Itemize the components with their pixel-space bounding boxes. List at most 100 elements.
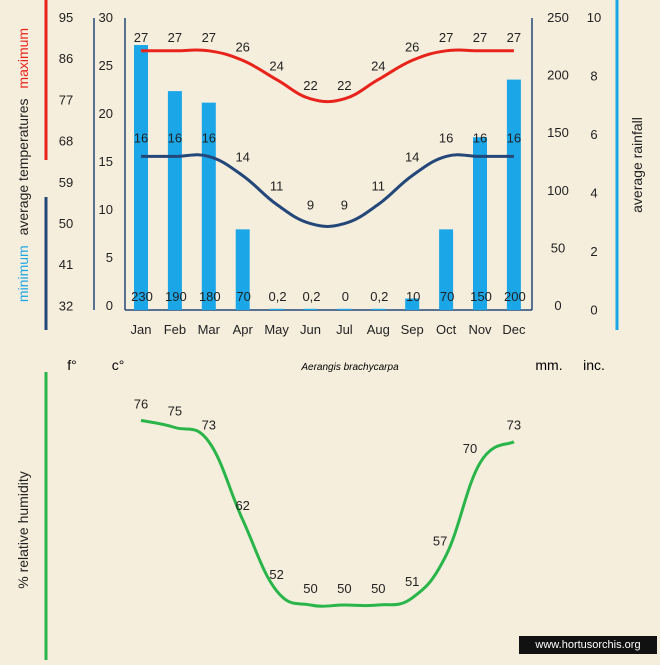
maximum-data-label: 27 (202, 30, 216, 45)
svg-text:minimum average tempe: minimum average temperatures maximum (15, 28, 31, 302)
minimum-data-label: 14 (405, 150, 419, 165)
inches-unit: inc. (583, 357, 605, 373)
minimum-data-label: 9 (307, 198, 314, 213)
rainfall-bar (167, 91, 182, 311)
month-tick-label: Dec (502, 322, 526, 337)
fahrenheit-tick-label: 68 (59, 134, 73, 149)
rainfall-bar (269, 308, 284, 310)
rainfall-axis-title: average rainfall (629, 117, 645, 213)
average-temperatures-label: average temperatures (15, 98, 31, 235)
mm-tick-label: 150 (547, 125, 569, 140)
maximum-data-label: 22 (337, 78, 351, 93)
humidity-data-label: 70 (463, 441, 477, 456)
minimum-data-label: 11 (270, 178, 284, 193)
rainfall-bar (337, 308, 352, 310)
maximum-data-label: 27 (439, 30, 453, 45)
minimum-line (141, 153, 514, 228)
minimum-data-label: 16 (439, 130, 453, 145)
rainfall-bar (506, 79, 521, 310)
month-tick-label: May (264, 322, 289, 337)
rainfall-data-label: 0 (342, 289, 349, 304)
rainfall-bar (405, 298, 420, 310)
rainfall-data-label: 200 (504, 289, 526, 304)
celsius-tick-label: 30 (99, 10, 113, 25)
website-credit: www.hortusorchis.org (519, 636, 657, 654)
minimum-data-label: 14 (235, 150, 249, 165)
month-tick-label: Jan (131, 322, 152, 337)
rainfall-data-label: 10 (406, 289, 420, 304)
inch-tick-label: 4 (590, 186, 597, 201)
inch-tick-label: 0 (590, 303, 597, 318)
minimum-data-label: 9 (341, 198, 348, 213)
celsius-tick-label: 20 (99, 106, 113, 121)
humidity-data-label: 50 (371, 581, 385, 596)
humidity-line (140, 418, 515, 608)
mm-tick-label: 50 (551, 240, 565, 255)
humidity-data-label: 51 (405, 574, 419, 589)
rainfall-bar (303, 308, 318, 310)
celsius-tick-label: 5 (106, 250, 113, 265)
minimum-label: minimum (15, 245, 31, 302)
rainfall-data-label: 70 (440, 289, 454, 304)
humidity-axis-title: % relative humidity (15, 471, 31, 589)
chart-title: Aerangis brachycarpa (300, 362, 399, 373)
rainfall-data-label: 190 (165, 289, 187, 304)
mm-tick-label: 0 (554, 298, 561, 313)
maximum-data-label: 27 (473, 30, 487, 45)
inch-tick-label: 6 (590, 127, 597, 142)
maximum-data-label: 27 (134, 30, 148, 45)
month-tick-label: Sep (401, 322, 424, 337)
humidity-data-label: 73 (507, 418, 521, 433)
inch-tick-label: 8 (590, 69, 597, 84)
fahrenheit-tick-label: 32 (59, 298, 73, 313)
rainfall-bar (371, 308, 386, 310)
minimum-data-label: 16 (134, 130, 148, 145)
month-tick-label: Jun (300, 322, 321, 337)
mm-tick-label: 100 (547, 183, 569, 198)
fahrenheit-tick-label: 77 (59, 92, 73, 107)
maximum-data-label: 24 (371, 59, 385, 74)
rainfall-data-label: 0,2 (370, 289, 388, 304)
inch-tick-label: 2 (590, 244, 597, 259)
fahrenheit-tick-label: 86 (59, 51, 73, 66)
minimum-data-label: 16 (473, 130, 487, 145)
humidity-data-label: 57 (433, 533, 447, 548)
rainfall-data-label: 230 (131, 289, 153, 304)
minimum-data-label: 16 (507, 130, 521, 145)
humidity-data-label: 75 (168, 404, 182, 419)
rainfall-data-label: 70 (236, 289, 250, 304)
maximum-data-label: 26 (235, 39, 249, 54)
rainfall-data-label: 0,2 (269, 289, 287, 304)
month-tick-label: Aug (367, 322, 390, 337)
rainfall-bar (235, 229, 250, 310)
month-tick-label: Jul (336, 322, 353, 337)
fahrenheit-tick-label: 50 (59, 216, 73, 231)
humidity-data-label: 62 (235, 498, 249, 513)
mm-unit: mm. (535, 357, 562, 373)
celsius-tick-label: 0 (106, 298, 113, 313)
maximum-data-label: 27 (507, 30, 521, 45)
humidity-data-label: 50 (303, 581, 317, 596)
month-tick-label: Oct (436, 322, 457, 337)
inch-tick-label: 10 (587, 10, 601, 25)
maximum-data-label: 22 (303, 78, 317, 93)
celsius-unit: c° (112, 357, 125, 373)
rainfall-data-label: 180 (199, 289, 221, 304)
rainfall-data-label: 150 (470, 289, 492, 304)
month-tick-label: Mar (198, 322, 221, 337)
celsius-tick-label: 10 (99, 202, 113, 217)
mm-tick-label: 200 (547, 68, 569, 83)
rainfall-data-label: 0,2 (302, 289, 320, 304)
fahrenheit-tick-label: 59 (59, 175, 73, 190)
fahrenheit-tick-label: 41 (59, 257, 73, 272)
month-tick-label: Apr (233, 322, 254, 337)
minimum-data-label: 16 (202, 130, 216, 145)
celsius-tick-label: 25 (99, 58, 113, 73)
maximum-data-label: 26 (405, 39, 419, 54)
maximum-data-label: 27 (168, 30, 182, 45)
maximum-label: maximum (15, 28, 31, 89)
rainfall-bar (473, 137, 487, 310)
rainfall-bar (439, 229, 454, 310)
